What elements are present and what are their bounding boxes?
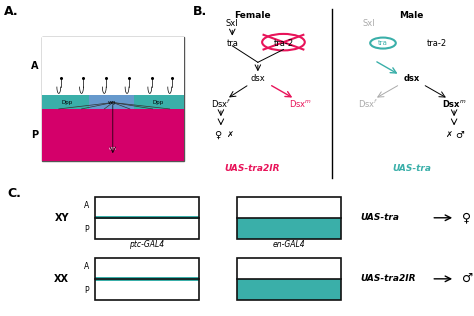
Bar (95, 277, 199, 281)
Text: en-GAL4: en-GAL4 (273, 240, 305, 249)
Bar (42, 109, 184, 161)
Bar (237, 258, 341, 300)
Text: tra: tra (226, 39, 238, 48)
Bar (237, 279, 341, 300)
Text: A.: A. (4, 5, 18, 19)
Bar (95, 197, 199, 239)
Text: ♀: ♀ (214, 130, 222, 140)
Bar (237, 197, 341, 239)
Text: ♂: ♂ (462, 272, 474, 285)
Bar (95, 197, 199, 239)
Text: Dsx$^f$: Dsx$^f$ (210, 97, 231, 110)
Text: ✗: ✗ (226, 130, 233, 139)
Text: UAS-tra2IR: UAS-tra2IR (360, 274, 416, 283)
Text: ♀: ♀ (462, 211, 471, 224)
Text: ✗: ✗ (445, 130, 452, 139)
Text: P: P (31, 130, 39, 140)
Text: C.: C. (7, 187, 21, 200)
Text: XY: XY (55, 213, 69, 223)
Text: wg: wg (108, 100, 115, 105)
Text: UAS-tra: UAS-tra (360, 213, 399, 222)
Bar (95, 216, 199, 220)
Text: A: A (83, 263, 89, 271)
Text: P: P (84, 286, 89, 295)
Text: dsx: dsx (250, 74, 265, 83)
Text: ♂: ♂ (456, 130, 464, 140)
Text: Dsx$^m$: Dsx$^m$ (289, 98, 312, 109)
Text: Sxl: Sxl (363, 19, 375, 28)
Text: Dsx$^m$: Dsx$^m$ (442, 98, 466, 109)
Text: tra-2: tra-2 (273, 39, 293, 48)
Text: Dsx$^f$: Dsx$^f$ (358, 97, 379, 110)
Bar (95, 258, 199, 300)
Bar (95, 258, 199, 300)
Text: P: P (84, 225, 89, 234)
Text: Sxl: Sxl (226, 19, 238, 28)
Text: Dpp: Dpp (62, 100, 73, 105)
Text: A: A (31, 61, 39, 71)
Text: A: A (83, 201, 89, 210)
Bar (42, 37, 184, 95)
Text: Dpp: Dpp (153, 100, 164, 105)
Text: B.: B. (192, 5, 207, 19)
Bar (42, 95, 184, 109)
Text: UAS-tra: UAS-tra (392, 164, 431, 173)
Text: Male: Male (399, 11, 424, 20)
Text: tra-2: tra-2 (427, 39, 447, 48)
Bar (89, 95, 134, 109)
Text: dsx: dsx (403, 74, 419, 83)
Text: XX: XX (54, 274, 69, 284)
Text: UAS-tra2IR: UAS-tra2IR (224, 164, 280, 173)
Bar (237, 218, 341, 239)
Text: en: en (109, 146, 117, 151)
Bar (237, 258, 341, 300)
Text: Female: Female (234, 11, 271, 20)
Bar (237, 197, 341, 239)
Bar (42, 37, 184, 161)
Text: tra: tra (378, 40, 388, 46)
Text: ptc-GAL4: ptc-GAL4 (129, 240, 164, 249)
